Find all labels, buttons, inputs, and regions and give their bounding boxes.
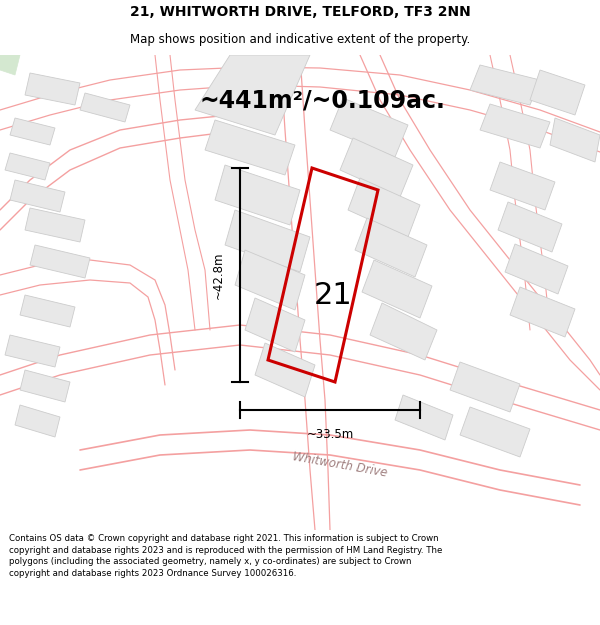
Polygon shape bbox=[225, 210, 310, 272]
Polygon shape bbox=[340, 138, 413, 197]
Polygon shape bbox=[355, 218, 427, 277]
Polygon shape bbox=[195, 55, 310, 135]
Polygon shape bbox=[470, 65, 540, 105]
Polygon shape bbox=[10, 118, 55, 145]
Polygon shape bbox=[490, 162, 555, 210]
Polygon shape bbox=[25, 73, 80, 105]
Text: Whitworth Drive: Whitworth Drive bbox=[292, 450, 388, 480]
Polygon shape bbox=[480, 104, 550, 148]
Text: Map shows position and indicative extent of the property.: Map shows position and indicative extent… bbox=[130, 33, 470, 46]
Polygon shape bbox=[5, 153, 50, 180]
Polygon shape bbox=[498, 202, 562, 252]
Polygon shape bbox=[0, 55, 20, 75]
Polygon shape bbox=[5, 335, 60, 367]
Polygon shape bbox=[510, 287, 575, 337]
Polygon shape bbox=[215, 165, 300, 225]
Polygon shape bbox=[530, 70, 585, 115]
Polygon shape bbox=[205, 120, 295, 175]
Polygon shape bbox=[348, 178, 420, 237]
Text: ~441m²/~0.109ac.: ~441m²/~0.109ac. bbox=[200, 88, 446, 112]
Polygon shape bbox=[15, 405, 60, 437]
Polygon shape bbox=[235, 250, 305, 310]
Polygon shape bbox=[10, 180, 65, 212]
Polygon shape bbox=[25, 208, 85, 242]
Polygon shape bbox=[80, 93, 130, 122]
Polygon shape bbox=[370, 303, 437, 360]
Polygon shape bbox=[330, 98, 408, 157]
Text: 21, WHITWORTH DRIVE, TELFORD, TF3 2NN: 21, WHITWORTH DRIVE, TELFORD, TF3 2NN bbox=[130, 5, 470, 19]
Text: ~42.8m: ~42.8m bbox=[212, 251, 225, 299]
Polygon shape bbox=[460, 407, 530, 457]
Polygon shape bbox=[550, 118, 600, 162]
Text: ~33.5m: ~33.5m bbox=[307, 428, 353, 441]
Text: 21: 21 bbox=[314, 281, 353, 309]
Polygon shape bbox=[245, 298, 305, 352]
Polygon shape bbox=[395, 395, 453, 440]
Polygon shape bbox=[20, 370, 70, 402]
Polygon shape bbox=[255, 343, 315, 397]
Text: Contains OS data © Crown copyright and database right 2021. This information is : Contains OS data © Crown copyright and d… bbox=[9, 534, 442, 578]
Polygon shape bbox=[20, 295, 75, 327]
Polygon shape bbox=[450, 362, 520, 412]
Polygon shape bbox=[30, 245, 90, 278]
Polygon shape bbox=[362, 260, 432, 318]
Polygon shape bbox=[505, 244, 568, 294]
